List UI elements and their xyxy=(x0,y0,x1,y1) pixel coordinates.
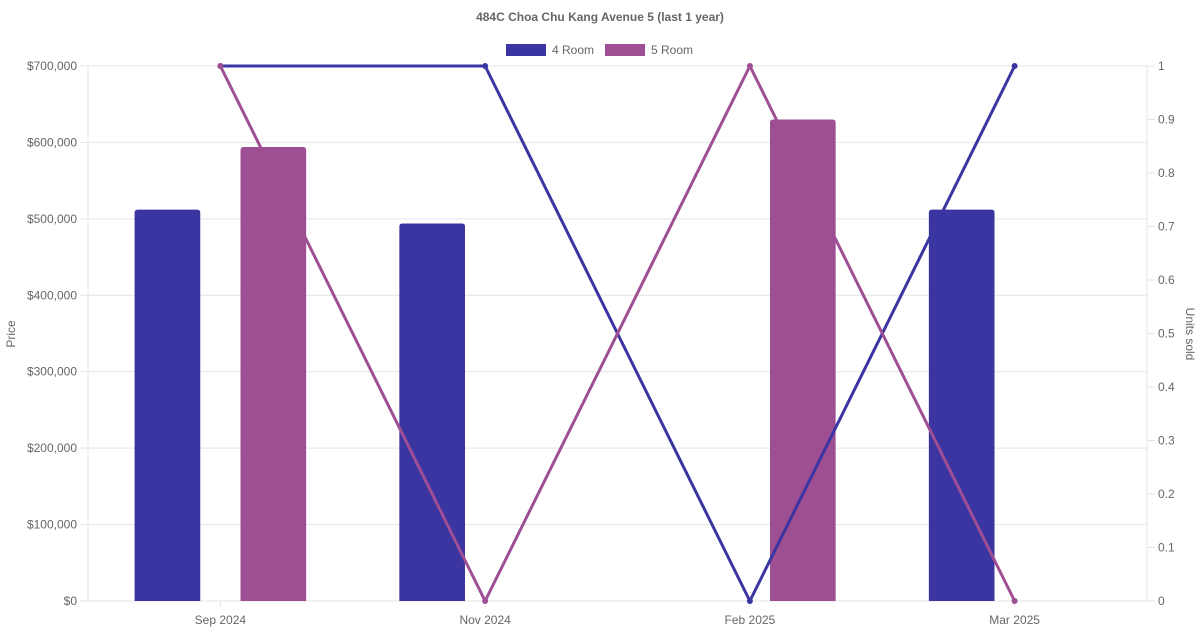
left-axis-ticks: $0 $100,000 $200,000 $300,000 $400,000 $500,0… xyxy=(27,59,77,608)
right-tick-label: 0.4 xyxy=(1158,380,1175,394)
chart-title: 484C Choa Chu Kang Avenue 5 (last 1 year… xyxy=(476,10,724,24)
left-tick-label: $500,000 xyxy=(27,212,77,226)
point-5-room[interactable] xyxy=(746,63,753,69)
left-tick-label: $400,000 xyxy=(27,288,77,302)
point-5-room[interactable] xyxy=(482,598,489,604)
legend-item-4-room[interactable]: 4 Room xyxy=(506,43,594,57)
bar-4-room[interactable] xyxy=(134,209,201,601)
x-tick-label: Nov 2024 xyxy=(459,613,511,627)
left-tick-label: $700,000 xyxy=(27,59,77,73)
right-tick-label: 0.3 xyxy=(1158,434,1175,448)
right-tick-label: 0 xyxy=(1158,594,1165,608)
bar-4-room[interactable] xyxy=(928,209,995,601)
bar-5-room[interactable] xyxy=(769,119,836,602)
legend: 4 Room 5 Room xyxy=(506,43,693,57)
point-5-room[interactable] xyxy=(217,63,224,69)
right-tick-label: 1 xyxy=(1158,59,1165,73)
point-5-room[interactable] xyxy=(1011,598,1018,604)
right-tick-label: 0.8 xyxy=(1158,166,1175,180)
bars xyxy=(134,119,995,602)
right-axis-ticks: 0 0.1 0.2 0.3 0.4 0.5 0.6 0.7 0.8 0.9 1 xyxy=(1158,59,1175,608)
left-tick-label: $300,000 xyxy=(27,365,77,379)
right-tick-label: 0.9 xyxy=(1158,113,1175,127)
left-tick-label: $200,000 xyxy=(27,441,77,455)
legend-item-5-room[interactable]: 5 Room xyxy=(605,43,693,57)
left-tick-label: $600,000 xyxy=(27,135,77,149)
legend-swatch-4-room xyxy=(506,44,546,56)
x-axis-ticks: Sep 2024 Nov 2024 Feb 2025 Mar 2025 xyxy=(195,613,1041,627)
left-tick-label: $0 xyxy=(64,594,78,608)
point-4-room[interactable] xyxy=(746,598,753,604)
x-tick-label: Mar 2025 xyxy=(989,613,1040,627)
x-tick-label: Sep 2024 xyxy=(195,613,247,627)
right-tick-label: 0.1 xyxy=(1158,541,1175,555)
point-4-room[interactable] xyxy=(1011,63,1018,69)
legend-label-5-room: 5 Room xyxy=(651,43,693,57)
line-5-room[interactable] xyxy=(219,64,1016,603)
right-tick-label: 0.6 xyxy=(1158,273,1175,287)
bar-5-room[interactable] xyxy=(240,147,307,601)
point-4-room[interactable] xyxy=(482,63,489,69)
right-tick-label: 0.2 xyxy=(1158,487,1175,501)
legend-swatch-5-room xyxy=(605,44,645,56)
bar-4-room[interactable] xyxy=(399,223,466,601)
right-axis-title: Units sold xyxy=(1183,308,1197,361)
x-tick-label: Feb 2025 xyxy=(725,613,776,627)
left-tick-label: $100,000 xyxy=(27,518,77,532)
right-tick-label: 0.7 xyxy=(1158,220,1175,234)
right-tick-label: 0.5 xyxy=(1158,327,1175,341)
lines xyxy=(217,63,1018,604)
left-axis-title: Price xyxy=(4,320,18,348)
legend-label-4-room: 4 Room xyxy=(552,43,594,57)
